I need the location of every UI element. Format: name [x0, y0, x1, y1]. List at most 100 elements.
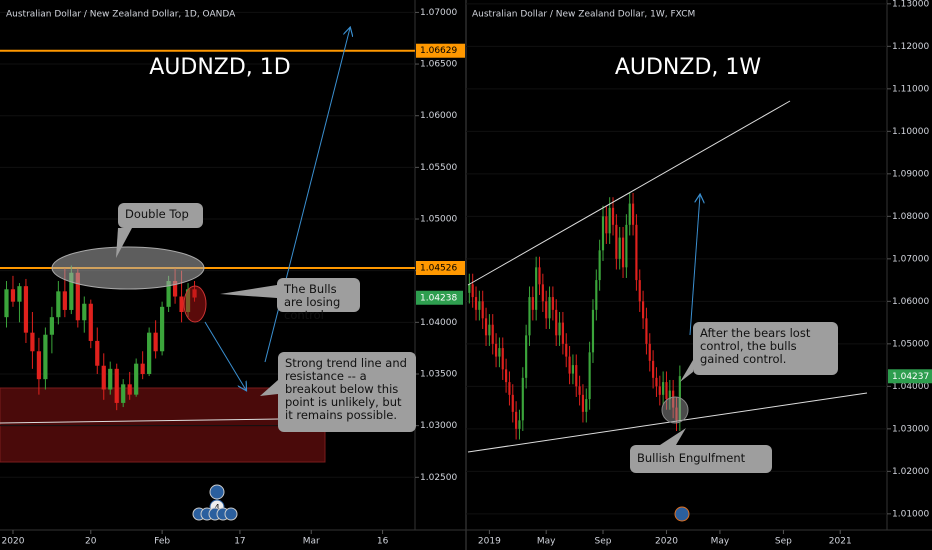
highlight	[661, 396, 689, 424]
y-tick-label: 1.05000	[420, 215, 457, 225]
y-tick-label: 1.02500	[420, 473, 457, 483]
candle-body	[30, 332, 35, 352]
candle-body	[605, 216, 608, 234]
candle-body	[525, 335, 528, 378]
candle-body	[528, 297, 531, 336]
candle-body	[147, 332, 152, 374]
y-tick-label: 1.07000	[892, 254, 929, 264]
candle-body	[179, 296, 184, 313]
candle-body	[69, 272, 74, 310]
candle-body	[468, 284, 471, 293]
candle-body	[4, 289, 9, 318]
chart-title: Australian Dollar / New Zealand Dollar, …	[472, 10, 695, 20]
candle-body	[648, 343, 651, 361]
candle-body	[484, 318, 488, 336]
candle-body	[621, 237, 625, 268]
candle-body	[645, 318, 648, 344]
candle-body	[642, 301, 645, 319]
candle-body	[10, 289, 16, 302]
candle-body	[43, 334, 48, 380]
candle-body	[491, 324, 494, 344]
candle-body	[121, 384, 126, 403]
candle-body	[481, 301, 484, 319]
candle-body	[631, 203, 635, 225]
candle-body	[140, 363, 145, 374]
candle-body	[56, 291, 61, 318]
candle-body	[101, 365, 106, 390]
candle-body	[541, 284, 544, 302]
candle-body	[548, 297, 551, 319]
y-tick-label: 1.12000	[892, 42, 929, 52]
trend-line	[467, 100, 791, 286]
arrow	[204, 321, 246, 390]
x-tick-label: 16	[377, 537, 389, 547]
resistance-zone	[0, 387, 326, 463]
candle-body	[665, 382, 668, 400]
candle-body	[501, 348, 504, 370]
candle-body	[578, 386, 581, 395]
candle-body	[555, 309, 558, 336]
candle-body	[608, 207, 611, 234]
x-tick-label: 2019	[478, 537, 501, 547]
candle-body	[160, 306, 165, 352]
candle-body	[571, 365, 575, 374]
watermark: AUDNZD, 1D	[149, 55, 291, 80]
y-tick-label: 1.03000	[892, 424, 929, 434]
y-tick-label: 1.05500	[420, 163, 457, 173]
candle-body	[561, 322, 564, 344]
candle-body	[595, 280, 598, 310]
candle-body	[531, 297, 534, 310]
callout: Strong trend line and resistance -- a br…	[278, 352, 416, 432]
candle-body	[625, 224, 628, 268]
x-tick-label: Mar	[303, 537, 320, 547]
y-tick-label: 1.02000	[892, 467, 929, 477]
candle-body	[638, 280, 641, 302]
candle-body	[166, 281, 171, 307]
candle-body	[511, 394, 514, 412]
candle-body	[635, 224, 638, 281]
candle-body	[628, 203, 631, 225]
candle-body	[172, 281, 178, 297]
candle-body	[494, 343, 498, 357]
callout-pointer	[220, 285, 277, 298]
candle-body	[588, 352, 591, 400]
candle-body	[108, 368, 113, 390]
candle-body	[655, 377, 658, 387]
callout: Bullish Engulfment	[630, 445, 772, 473]
candle-body	[662, 382, 665, 395]
y-tick-label: 1.08000	[892, 212, 929, 222]
candle-body	[518, 420, 521, 429]
candle-body	[585, 399, 588, 412]
callout: Double Top	[118, 203, 203, 228]
watermark: AUDNZD, 1W	[615, 55, 762, 80]
candle-body	[515, 411, 518, 429]
y-tick-label: 1.10000	[892, 127, 929, 137]
candle-body	[75, 272, 80, 321]
y-tick-label: 1.01000	[892, 509, 929, 519]
callout: After the bears lost control, the bulls …	[693, 322, 838, 375]
last-price-label: 1.04237	[892, 372, 929, 382]
candle-body	[508, 382, 511, 395]
y-tick-label: 1.09000	[892, 169, 929, 179]
x-tick-label: 2021	[829, 537, 852, 547]
candle-body	[95, 340, 100, 366]
candle-body	[611, 207, 615, 225]
callout-pointer	[680, 360, 693, 382]
event-icon[interactable]	[209, 484, 225, 500]
y-tick-label: 1.03500	[420, 369, 457, 379]
event-icons[interactable]	[192, 506, 690, 522]
candle-body	[88, 303, 93, 341]
price-label: 1.06629	[420, 46, 457, 56]
candle-body	[134, 363, 139, 395]
candle-body	[601, 216, 605, 251]
candle-body	[668, 390, 671, 400]
x-tick-label: Sep	[775, 537, 792, 547]
candle-body	[658, 386, 661, 395]
candle-body	[23, 286, 29, 333]
y-tick-label: 1.11000	[892, 84, 929, 94]
y-tick-label: 1.05000	[892, 339, 929, 349]
candle-body	[474, 297, 478, 310]
